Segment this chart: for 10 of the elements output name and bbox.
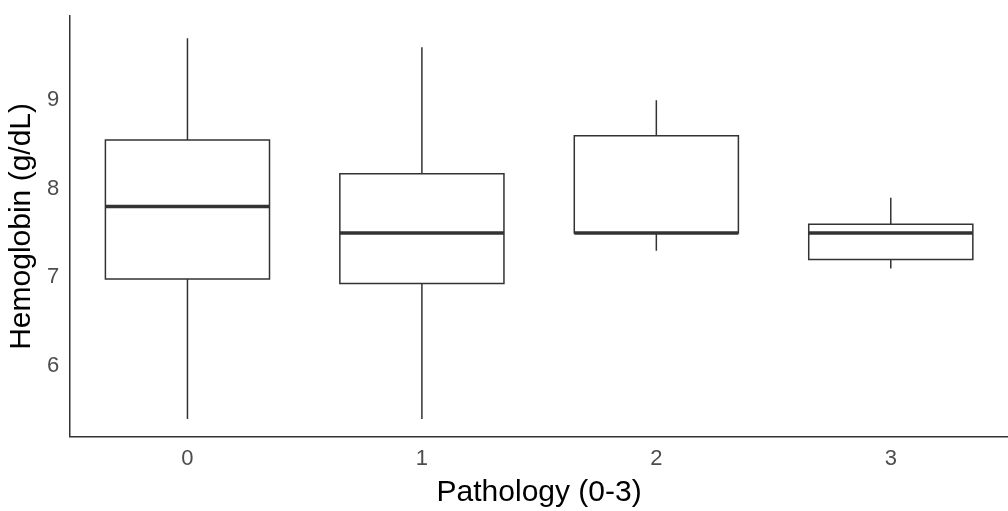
y-axis-title: Hemoglobin (g/dL) — [3, 103, 37, 350]
x-tick-label: 2 — [650, 444, 663, 470]
y-tick-label: 7 — [46, 263, 60, 289]
x-tick-label: 3 — [884, 444, 897, 470]
y-tick-label: 9 — [46, 86, 60, 112]
x-axis-title: Pathology (0-3) — [436, 474, 642, 508]
x-tick-label: 1 — [415, 444, 429, 470]
x-tick-label: 0 — [181, 444, 194, 470]
y-tick-label: 8 — [46, 174, 60, 200]
y-tick-label: 6 — [46, 351, 60, 377]
